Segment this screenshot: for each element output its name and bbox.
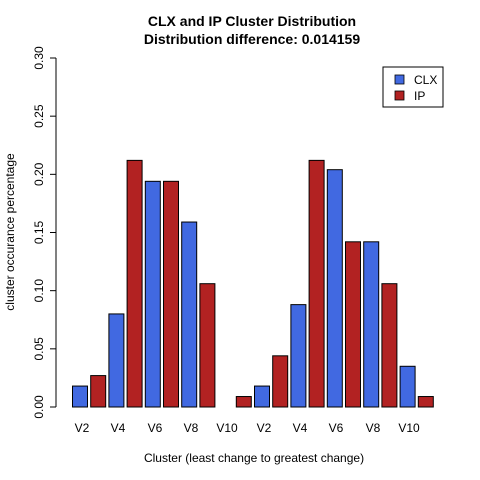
bar-ip-v3 xyxy=(163,180,179,408)
y-tick-label: 0.10 xyxy=(32,279,46,303)
chart-title: CLX and IP Cluster Distribution xyxy=(148,13,356,29)
bar-ip-v8 xyxy=(345,241,361,408)
x-tick-label: V2 xyxy=(75,421,90,435)
x-tick-label: V6 xyxy=(148,421,163,435)
legend: CLX IP xyxy=(382,66,444,108)
legend-swatch-clx xyxy=(394,74,405,85)
bar-ip-v10 xyxy=(417,396,434,408)
x-tick-label: V8 xyxy=(366,421,381,435)
bar-clx-v6 xyxy=(254,385,270,408)
bar-clx-v7 xyxy=(290,304,307,408)
x-tick-labels: V2 V4 V6 V8 V10 V2 V4 V6 V8 V10 xyxy=(75,421,420,435)
y-tick-label: 0.20 xyxy=(32,162,46,186)
x-tick-label: V8 xyxy=(184,421,199,435)
bar-ip-v6 xyxy=(272,355,289,408)
bar-ip-v5 xyxy=(235,396,252,408)
x-tick-label: V10 xyxy=(398,421,420,435)
y-axis-label: cluster occurance percentage xyxy=(3,153,17,311)
y-tick-label: 0.05 xyxy=(32,337,46,361)
legend-box xyxy=(382,66,444,108)
y-tick-label: 0.15 xyxy=(32,220,46,244)
legend-label-ip: IP xyxy=(414,89,425,103)
bar-clx-v10 xyxy=(399,365,416,408)
legend-label-clx: CLX xyxy=(414,73,437,87)
y-axis: 0.00 0.05 0.10 0.15 0.20 0.25 0.30 xyxy=(32,46,57,419)
bar-clx-v4 xyxy=(181,221,198,408)
chart-subtitle: Distribution difference: 0.014159 xyxy=(144,31,361,47)
bar-clx-v9 xyxy=(363,241,380,408)
legend-swatch-ip xyxy=(394,90,405,101)
bar-ip-v7 xyxy=(308,159,325,408)
bar-clx-v1 xyxy=(72,385,88,408)
y-tick-label: 0.25 xyxy=(32,104,46,128)
bar-ip-v4 xyxy=(199,283,216,408)
bar-clx-v8 xyxy=(326,169,343,408)
y-tick-label: 0.30 xyxy=(32,46,46,70)
x-tick-label: V4 xyxy=(111,421,126,435)
bars xyxy=(72,159,434,408)
bar-ip-v1 xyxy=(90,375,107,408)
x-axis-label: Cluster (least change to greatest change… xyxy=(144,451,364,465)
bar-clx-v2 xyxy=(108,313,125,408)
x-tick-label: V6 xyxy=(329,421,344,435)
x-tick-label: V10 xyxy=(216,421,238,435)
x-tick-label: V4 xyxy=(293,421,308,435)
bar-ip-v9 xyxy=(381,283,398,408)
x-tick-label: V2 xyxy=(257,421,272,435)
y-tick-label: 0.00 xyxy=(32,395,46,419)
bar-clx-v3 xyxy=(144,180,161,408)
bar-ip-v2 xyxy=(126,159,143,408)
